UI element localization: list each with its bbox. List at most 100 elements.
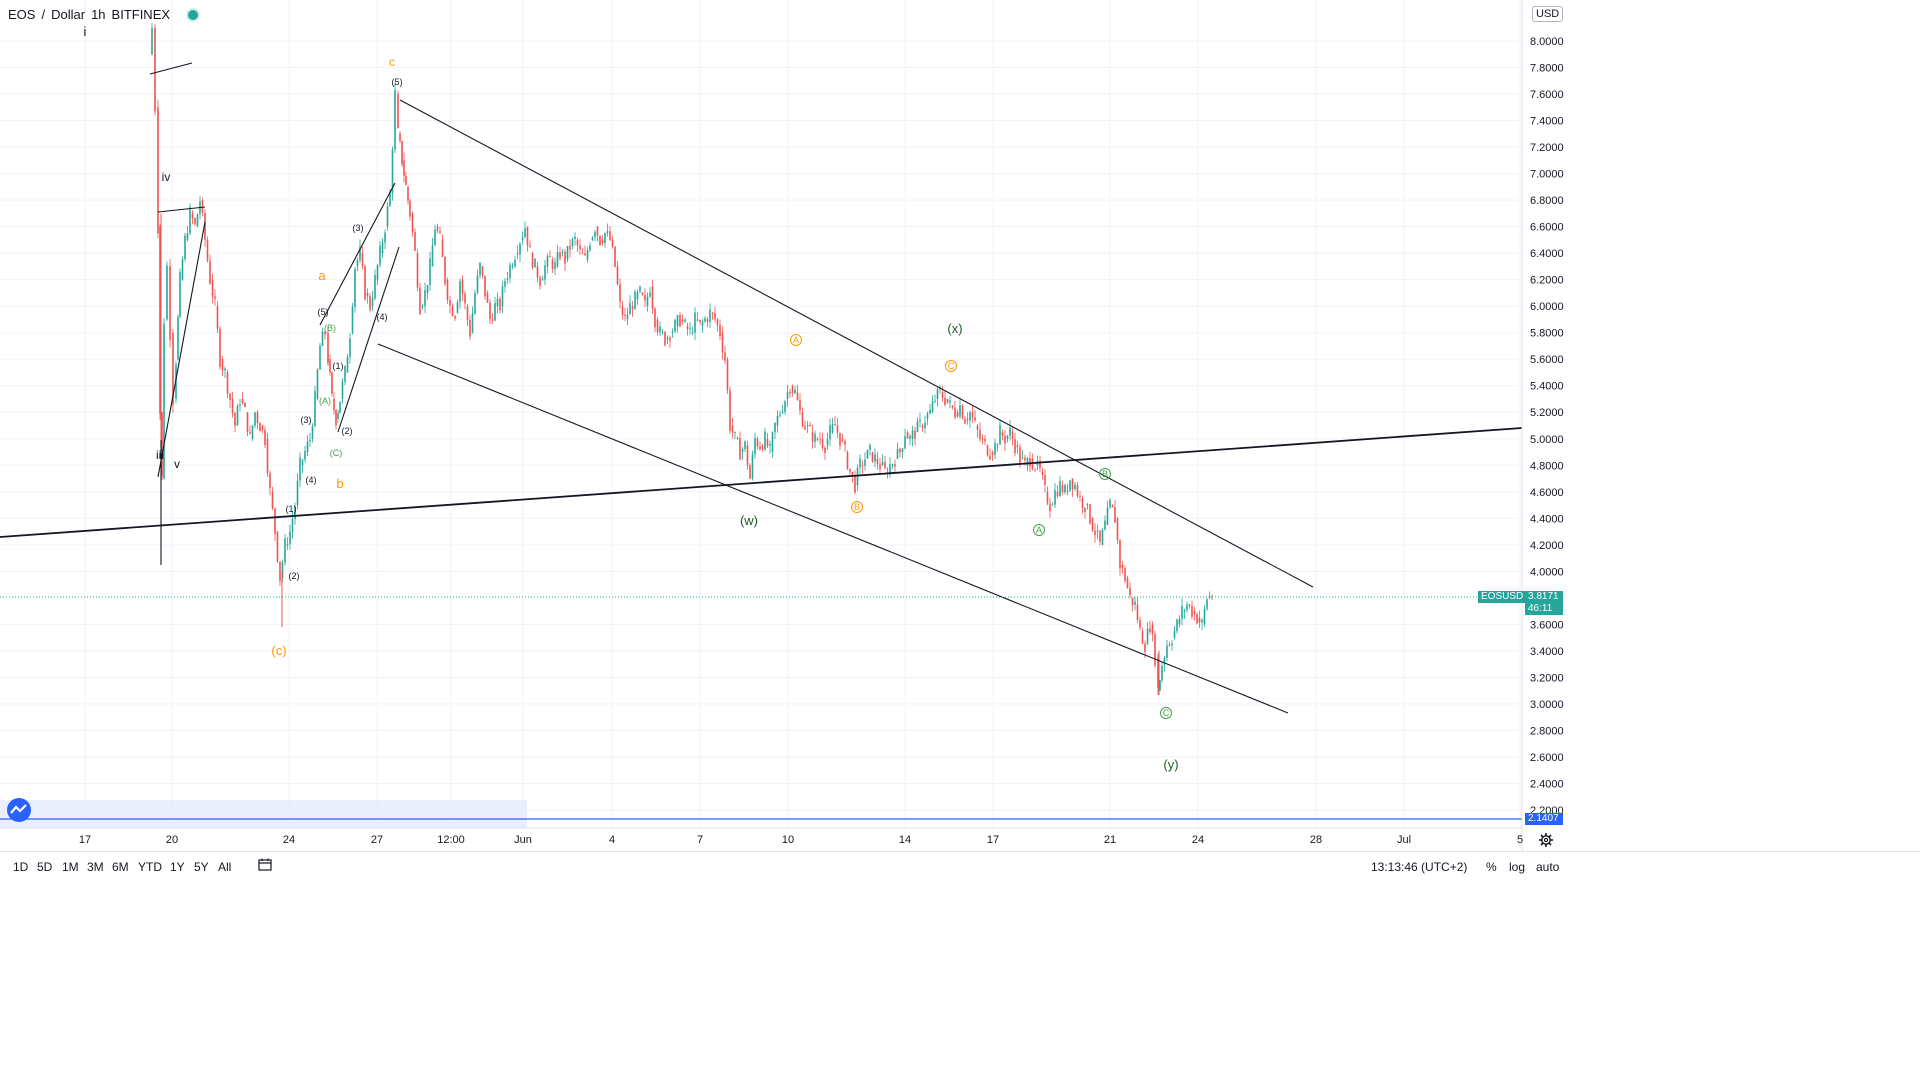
x-axis[interactable]: 17 20 24 27 12:00 Jun 4 7 10 14 17 21 24 28 Jul 5 [79, 834, 1523, 846]
candle-body [934, 400, 936, 402]
candle [719, 319, 721, 341]
range-6m-button[interactable]: 6M [112, 860, 129, 874]
candle [584, 245, 586, 257]
y-tick-label: 4.0000 [1530, 566, 1564, 578]
candle-body [609, 231, 611, 240]
candle [924, 415, 926, 434]
candle-body [786, 392, 789, 399]
plot-area[interactable] [0, 0, 1522, 828]
candle [289, 524, 291, 550]
symbol-header[interactable]: EOS / Dollar 1h BITFINEX [8, 7, 201, 22]
candle-body [249, 432, 251, 434]
candle [259, 421, 261, 432]
percent-scale-button[interactable]: % [1486, 860, 1497, 874]
candle-body [616, 266, 619, 285]
candle-body [271, 491, 274, 509]
candle-body [936, 389, 939, 399]
trendline [399, 99, 1314, 588]
trendline [149, 62, 193, 75]
y-tick-label: 7.8000 [1530, 63, 1564, 75]
candle [714, 306, 716, 323]
candle [361, 246, 364, 270]
candle [244, 401, 246, 408]
candle-body [474, 292, 476, 314]
candle [539, 275, 541, 290]
wave-label: (c) [271, 643, 286, 658]
candle [186, 225, 189, 242]
candle [904, 428, 906, 450]
candle [919, 412, 921, 428]
candle-body [461, 279, 464, 294]
candle-body [1188, 604, 1191, 606]
range-3m-button[interactable]: 3M [87, 860, 104, 874]
candle-body [407, 186, 409, 201]
candle [934, 394, 936, 404]
candle [1081, 495, 1084, 514]
wave-label: a [318, 268, 326, 283]
y-tick-label: 3.0000 [1530, 699, 1564, 711]
range-all-button[interactable]: All [218, 860, 232, 874]
candle [789, 388, 791, 398]
candle-body [327, 332, 329, 364]
candle-body [904, 436, 906, 449]
candle-body [219, 328, 221, 367]
candle [979, 422, 981, 442]
clock-label[interactable]: 13:13:46 (UTC+2) [1371, 860, 1468, 874]
x-tick-label: 24 [1192, 834, 1204, 846]
calendar-range-icon[interactable] [258, 858, 272, 871]
candle-body [349, 338, 351, 357]
candle [489, 299, 491, 324]
candle [839, 432, 841, 451]
range-5y-button[interactable]: 5Y [194, 860, 209, 874]
candle [561, 249, 564, 257]
price-chart[interactable]: i iv iii v c (5) (3) a (5) (B) (1) (3) (A) (2) (4) (C) (… [0, 0, 1920, 852]
candle-body [569, 245, 571, 250]
candle-body [1173, 630, 1176, 638]
candle [916, 417, 919, 433]
candle [376, 263, 379, 286]
range-1d-button[interactable]: 1D [13, 860, 29, 874]
candle-body [921, 425, 924, 428]
candle-body [306, 441, 309, 453]
y-axis[interactable]: 8.0000 7.8000 7.6000 7.4000 7.2000 7.0000 6.80… [1530, 36, 1564, 817]
candle-body [419, 287, 421, 315]
candle [914, 426, 916, 446]
range-1y-button[interactable]: 1Y [170, 860, 185, 874]
y-tick-label: 7.6000 [1530, 89, 1564, 101]
candle [481, 265, 484, 279]
tradingview-logo-icon[interactable] [6, 797, 32, 823]
candle [401, 140, 403, 168]
candle-body [241, 398, 244, 404]
currency-badge[interactable]: USD [1532, 6, 1564, 22]
candle [921, 423, 924, 432]
candle-body [756, 438, 759, 447]
candle [1001, 429, 1004, 441]
range-5d-button[interactable]: 5D [37, 860, 53, 874]
candle [844, 439, 846, 452]
candle [284, 534, 286, 566]
candle [974, 409, 976, 423]
range-1m-button[interactable]: 1M [62, 860, 79, 874]
auto-scale-button[interactable]: auto [1536, 860, 1560, 874]
candle-body [279, 561, 281, 582]
candle [731, 417, 734, 439]
candle [699, 319, 701, 325]
candle-body [649, 292, 651, 297]
candle [1168, 641, 1171, 647]
gear-icon[interactable] [1538, 832, 1554, 848]
range-ytd-button[interactable]: YTD [138, 860, 162, 874]
y-tick-label: 2.4000 [1530, 778, 1564, 790]
candle [327, 326, 329, 366]
candle-body [1081, 498, 1084, 508]
candle-body [1026, 458, 1029, 466]
market-status-icon [186, 7, 201, 22]
candle-body [991, 452, 994, 455]
candle [1109, 498, 1111, 509]
grid-lines [0, 0, 1522, 828]
candle-body [161, 412, 163, 477]
candle-body [974, 417, 976, 421]
candle-body [1183, 609, 1186, 612]
candle [172, 329, 174, 413]
candle-body [839, 432, 841, 446]
log-scale-button[interactable]: log [1509, 860, 1526, 874]
